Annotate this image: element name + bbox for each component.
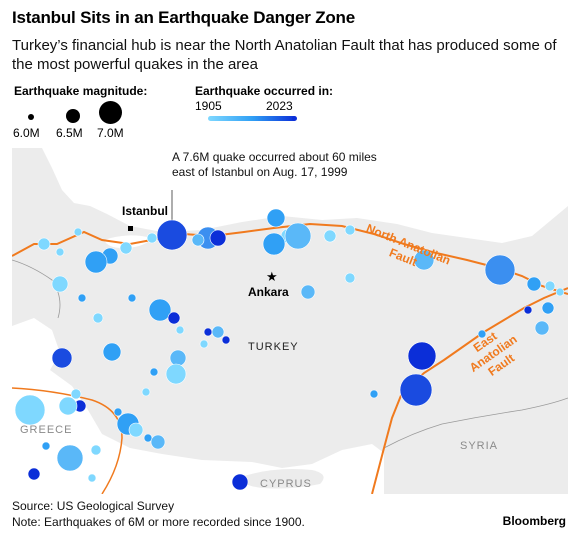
quake-marker [119,241,133,255]
quake-marker [477,329,487,339]
source-text: Source: US Geological Survey [12,499,175,513]
quake-marker [165,363,187,385]
chart-title: Istanbul Sits in an Earthquake Danger Zo… [12,8,355,27]
bloomberg-logo: Bloomberg [502,514,566,528]
source-note: Source: US Geological Survey Note: Earth… [12,498,305,530]
quake-1999 [156,219,188,251]
year-start-label: 1905 [195,99,222,113]
quake-marker [284,222,312,250]
quake-marker [484,254,516,286]
note-text: Note: Earthquakes of 6M or more recorded… [12,515,305,529]
quake-marker [149,367,159,377]
quake-marker [90,444,102,456]
quake-marker [14,394,46,426]
quake-marker [526,276,542,292]
quake-marker [58,396,78,416]
quake-marker [323,229,337,243]
hellenic-arc [12,387,123,494]
quake-marker [27,467,41,481]
magnitude-6-5-dot [66,109,80,123]
label-greece: GREECE [20,424,73,436]
quake-marker [541,301,555,315]
label-cyprus: CYPRUS [260,478,312,490]
quake-marker [203,327,213,337]
year-color-gradient [208,116,296,121]
quake-marker [413,249,435,271]
quake-marker [369,389,379,399]
quake-marker [175,325,185,335]
year-end-label: 2023 [266,99,293,113]
quake-marker [167,311,181,325]
label-istanbul: Istanbul [122,204,169,218]
quake-marker [266,208,286,228]
quake-marker [128,422,144,438]
quake-marker [51,275,69,293]
magnitude-6-0-label: 6.0M [13,126,40,140]
quake-marker [262,232,286,256]
quake-marker [534,320,550,336]
map-canvas: Istanbul ★ Ankara TURKEY GREECE SYRIA CY… [12,148,568,494]
quake-marker [544,280,556,292]
magnitude-legend-title: Earthquake magnitude: [14,84,148,98]
quake-marker [84,250,108,274]
magnitude-6-5-label: 6.5M [56,126,83,140]
earthquake-markers [14,208,565,491]
label-syria: SYRIA [460,440,499,452]
quake-marker [344,272,356,284]
quake-marker [407,341,437,371]
quake-marker [523,305,533,315]
magnitude-6-0-dot [28,114,34,120]
quake-marker [77,293,87,303]
aegean-sea [12,318,384,494]
border-syria [383,397,568,449]
quake-marker [221,335,231,345]
quake-marker [102,342,122,362]
quake-marker [141,387,151,397]
quake-marker [127,293,137,303]
quake-marker [169,349,187,367]
quake-marker [70,388,82,400]
quake-marker [231,473,249,491]
label-ankara: Ankara [248,285,289,299]
quake-marker [211,325,225,339]
ankara-star-icon: ★ [266,269,278,284]
quake-marker [344,224,356,236]
istanbul-marker-square [128,226,133,231]
quake-marker [56,444,84,472]
quake-marker [191,233,205,247]
quake-marker [37,237,51,251]
quake-marker [73,227,83,237]
quake-marker [555,287,565,297]
quake-marker [55,247,65,257]
quake-marker [150,434,166,450]
magnitude-7-0-label: 7.0M [97,126,124,140]
quake-marker [399,373,433,407]
quake-marker [87,473,97,483]
quake-marker [113,407,123,417]
map-svg [12,148,568,494]
chart-subtitle: Turkey’s financial hub is near the North… [12,37,557,73]
quake-marker [51,347,73,369]
quake-marker [146,232,158,244]
dead-sea-fault [371,392,403,494]
quake-marker [209,229,227,247]
magnitude-7-0-dot [99,101,122,124]
gradient-end-dot [292,116,297,121]
marmara-sea [104,235,152,248]
black-sea [42,148,568,243]
quake-marker [41,441,51,451]
cyprus-island [238,469,324,489]
border-greece [12,259,61,319]
quake-marker [300,284,316,300]
annotation-1999-quake: A 7.6M quake occurred about 60 miles eas… [172,150,377,179]
quake-marker [199,339,209,349]
year-legend-title: Earthquake occurred in: [195,84,334,98]
label-turkey: TURKEY [248,341,299,353]
quake-marker [148,298,172,322]
quake-marker [92,312,104,324]
